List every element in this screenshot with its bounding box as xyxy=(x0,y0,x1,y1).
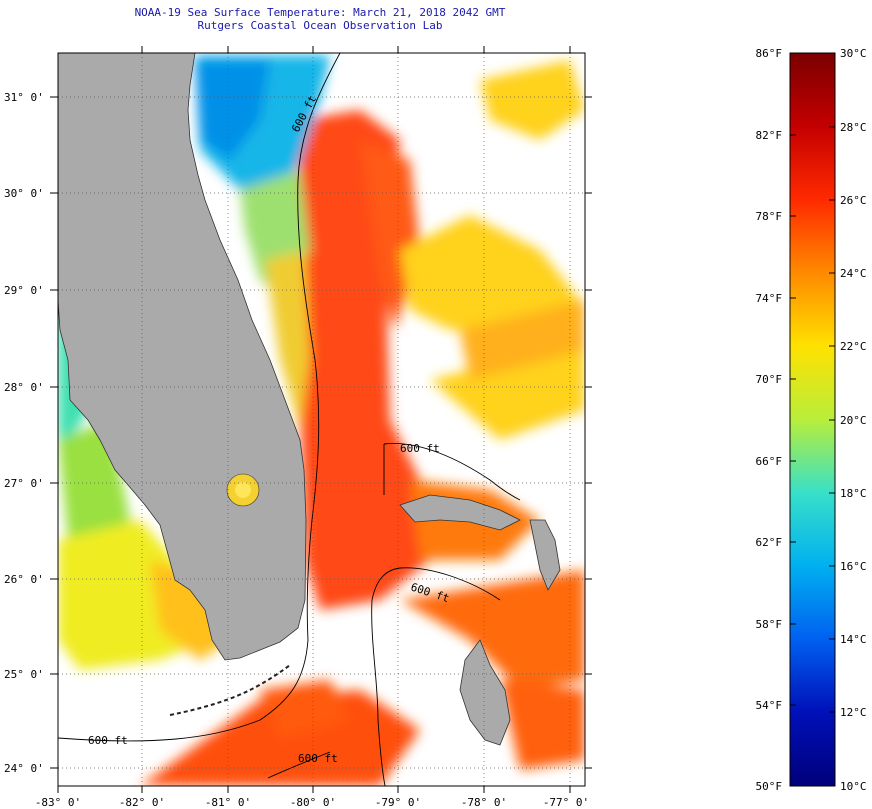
colorbar-f-label: 50°F xyxy=(756,780,783,793)
colorbar-c-label: 16°C xyxy=(840,560,867,573)
lat-label: 27° 0' xyxy=(4,477,44,490)
colorbar-c-label: 10°C xyxy=(840,780,867,793)
colorbar-ticks xyxy=(790,126,835,713)
lon-label: -79° 0' xyxy=(375,796,421,809)
lat-label: 28° 0' xyxy=(4,381,44,394)
lat-label: 29° 0' xyxy=(4,284,44,297)
colorbar-f-label: 58°F xyxy=(756,618,783,631)
lat-label: 31° 0' xyxy=(4,91,44,104)
lon-label: -80° 0' xyxy=(290,796,336,809)
colorbar-c-label: 22°C xyxy=(840,340,867,353)
florida-peninsula xyxy=(58,53,307,661)
fahrenheit-labels: 86°F 82°F 78°F 74°F 70°F 66°F 62°F 58°F … xyxy=(756,47,783,793)
colorbar-f-label: 86°F xyxy=(756,47,783,60)
isobath-label: 600 ft xyxy=(88,734,128,747)
colorbar-c-label: 24°C xyxy=(840,267,867,280)
map-frame xyxy=(57,52,586,787)
colorbar-f-label: 82°F xyxy=(756,129,783,142)
andros-island xyxy=(459,639,511,746)
colorbar-c-label: 18°C xyxy=(840,487,867,500)
lat-label: 30° 0' xyxy=(4,187,44,200)
grand-bahama-island xyxy=(399,494,521,531)
lon-label: -81° 0' xyxy=(205,796,251,809)
lon-label: -78° 0' xyxy=(461,796,507,809)
abaco-island xyxy=(529,519,561,591)
isobath-lines xyxy=(58,53,521,786)
isobath-label: 600 ft xyxy=(298,752,338,765)
lat-label: 26° 0' xyxy=(4,573,44,586)
celsius-labels: 30°C 28°C 26°C 24°C 22°C 20°C 18°C 16°C … xyxy=(840,47,867,793)
axis-ticks xyxy=(50,46,592,793)
sst-field xyxy=(58,55,585,786)
latitude-labels: 31° 0' 30° 0' 29° 0' 28° 0' 27° 0' 26° 0… xyxy=(4,91,44,775)
colorbar-c-label: 30°C xyxy=(840,47,867,60)
colorbar-c-label: 26°C xyxy=(840,194,867,207)
colorbar-c-label: 20°C xyxy=(840,414,867,427)
lat-label: 25° 0' xyxy=(4,668,44,681)
longitude-labels: -83° 0' -82° 0' -81° 0' -80° 0' -79° 0' … xyxy=(35,796,589,809)
lon-label: -77° 0' xyxy=(543,796,589,809)
lon-label: -83° 0' xyxy=(35,796,81,809)
temperature-colorbar xyxy=(789,52,836,787)
colorbar-f-label: 66°F xyxy=(756,455,783,468)
lon-label: -82° 0' xyxy=(119,796,165,809)
colorbar-c-label: 28°C xyxy=(840,121,867,134)
colorbar-f-label: 62°F xyxy=(756,536,783,549)
florida-keys xyxy=(169,664,291,716)
map-subtitle: Rutgers Coastal Ocean Observation Lab xyxy=(197,19,443,32)
map-title: NOAA-19 Sea Surface Temperature: March 2… xyxy=(134,6,506,19)
lake-okeechobee-center xyxy=(235,482,251,498)
map-area xyxy=(58,53,585,786)
lat-label: 24° 0' xyxy=(4,762,44,775)
isobath-label: 600 ft xyxy=(400,442,440,455)
colorbar-f-label: 78°F xyxy=(756,210,783,223)
land xyxy=(58,53,561,746)
colorbar-f-label: 70°F xyxy=(756,373,783,386)
colorbar-f-label: 74°F xyxy=(756,292,783,305)
colorbar-c-label: 14°C xyxy=(840,633,867,646)
colorbar-f-label: 54°F xyxy=(756,699,783,712)
colorbar-c-label: 12°C xyxy=(840,706,867,719)
